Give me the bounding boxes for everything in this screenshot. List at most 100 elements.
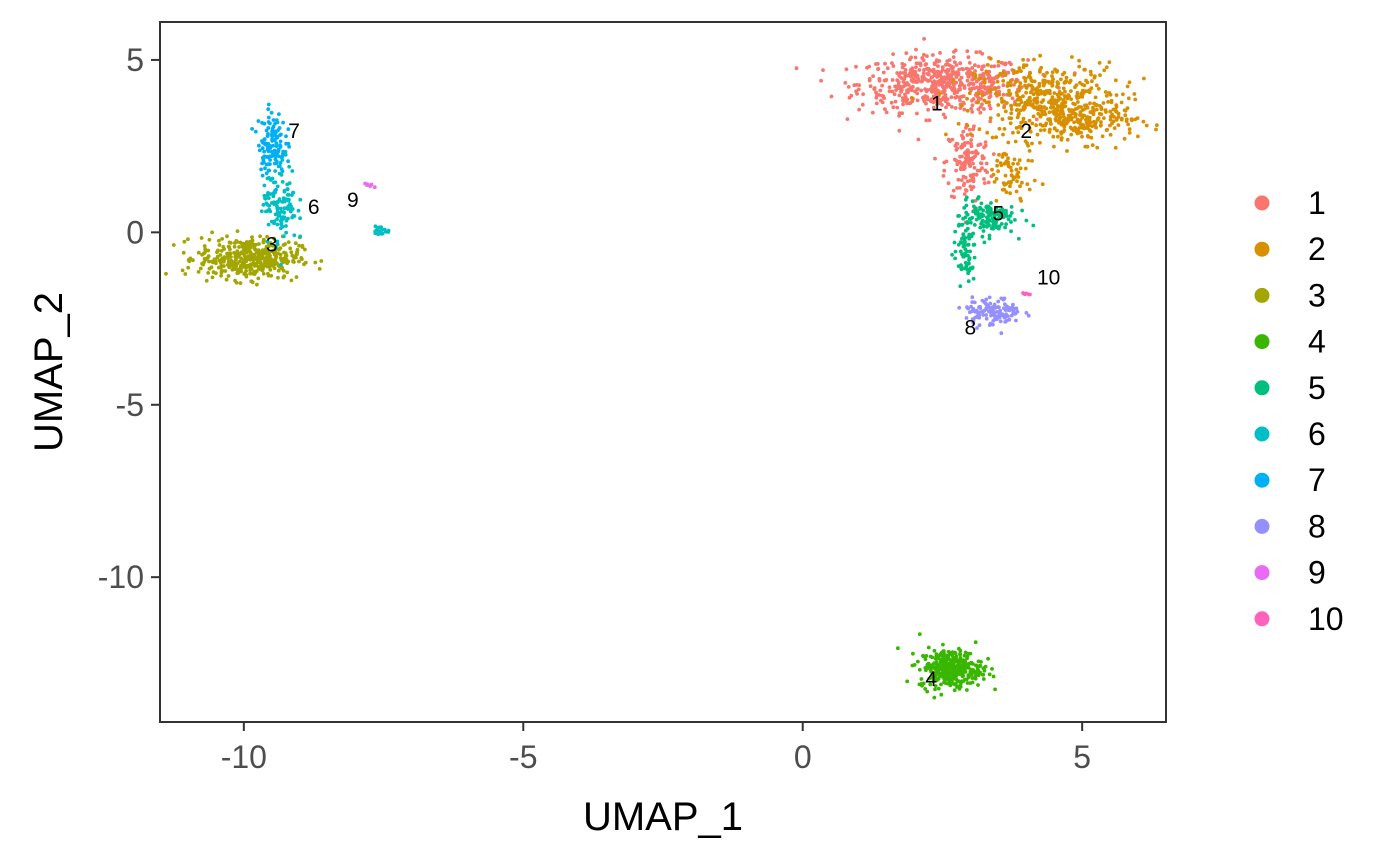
point (941, 642, 945, 647)
point (1091, 112, 1096, 117)
point (298, 197, 303, 202)
point (933, 656, 938, 661)
point (1007, 317, 1012, 322)
point (266, 222, 271, 227)
x-axis: -10 -5 0 5 (221, 722, 1091, 775)
point (280, 169, 285, 174)
point (952, 688, 957, 693)
point (1003, 315, 1008, 319)
point (1014, 90, 1019, 95)
point (924, 668, 928, 673)
point (909, 88, 914, 93)
x-tick-label: -10 (221, 739, 267, 775)
point (259, 209, 264, 214)
point (196, 250, 201, 255)
point (1080, 134, 1084, 139)
point (978, 73, 982, 78)
point (989, 311, 993, 316)
point (861, 92, 865, 96)
point (959, 267, 964, 272)
point (1016, 130, 1021, 135)
point (944, 132, 948, 137)
point (978, 110, 983, 115)
point (958, 651, 962, 656)
point (279, 262, 283, 267)
point (976, 311, 980, 316)
point (961, 94, 966, 99)
point (262, 256, 267, 261)
point (1062, 121, 1067, 126)
point (257, 148, 262, 153)
point (1038, 53, 1042, 58)
point (278, 133, 282, 138)
point (1014, 108, 1019, 112)
point (1018, 184, 1022, 189)
point (958, 284, 963, 289)
point (282, 274, 287, 279)
point (1069, 89, 1073, 93)
point (972, 255, 977, 260)
point (1087, 117, 1092, 122)
point (996, 113, 1001, 117)
point (956, 242, 961, 247)
point (1038, 114, 1043, 119)
point (228, 263, 233, 268)
point (1021, 291, 1025, 295)
point (996, 226, 1001, 231)
point (922, 68, 926, 72)
point (956, 177, 961, 182)
point (1006, 70, 1011, 75)
point (968, 132, 973, 137)
point (272, 130, 277, 135)
point (967, 67, 971, 72)
point (989, 64, 994, 69)
point (957, 686, 962, 691)
point (984, 316, 989, 321)
point (268, 158, 272, 162)
point (995, 310, 999, 314)
point (313, 260, 318, 265)
point (369, 182, 374, 187)
point (1130, 118, 1134, 123)
point (378, 231, 382, 236)
point (990, 76, 994, 81)
point (217, 243, 222, 247)
point (870, 110, 875, 115)
point (967, 61, 972, 65)
point (1089, 72, 1093, 77)
point (980, 67, 984, 72)
point (244, 274, 249, 279)
legend-key (1254, 426, 1270, 442)
point (876, 67, 881, 71)
point (1060, 72, 1065, 77)
point (975, 209, 980, 213)
point (968, 87, 972, 91)
point (1121, 92, 1125, 97)
point (247, 247, 251, 251)
point (935, 75, 939, 79)
point (950, 653, 954, 658)
point (944, 159, 949, 164)
point (1032, 79, 1037, 84)
point (268, 192, 272, 196)
point (966, 140, 970, 145)
point (959, 178, 964, 183)
point (887, 89, 892, 94)
legend-item-4: 4 (1254, 324, 1326, 360)
point (937, 91, 942, 96)
point (211, 270, 216, 275)
point (980, 156, 985, 161)
point (1122, 136, 1127, 141)
point (932, 81, 937, 86)
point (1023, 76, 1028, 81)
point (243, 257, 248, 261)
point (220, 257, 224, 262)
point (948, 675, 953, 680)
point (207, 266, 212, 271)
point (962, 181, 967, 186)
point (981, 224, 986, 229)
point (947, 58, 952, 62)
point (963, 141, 967, 145)
point (256, 119, 261, 123)
point (964, 195, 969, 200)
